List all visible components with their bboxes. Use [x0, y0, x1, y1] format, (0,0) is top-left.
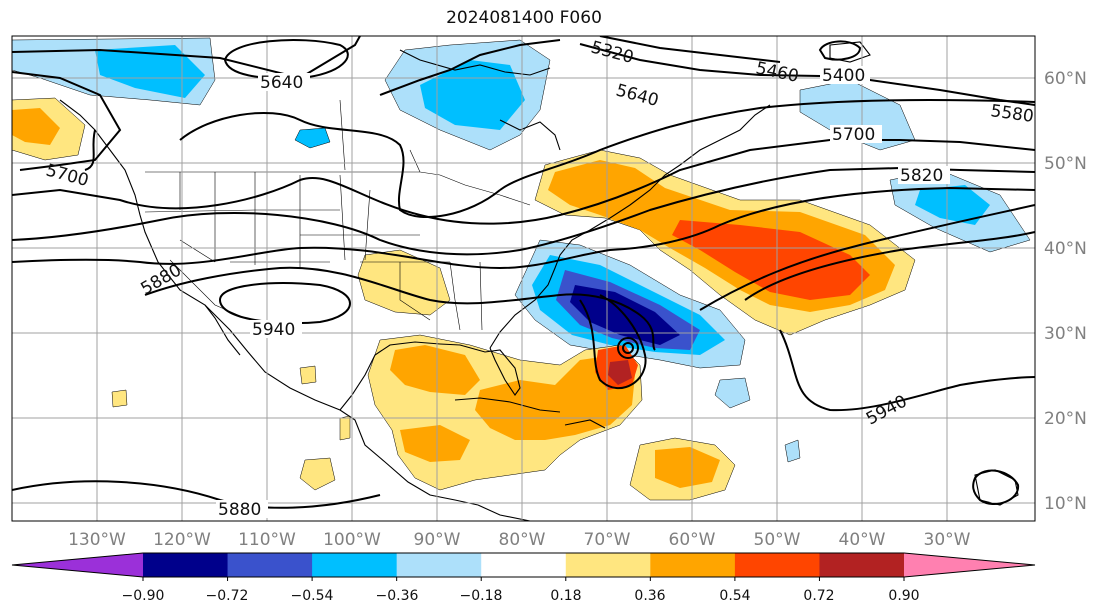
colorbar-extend-max — [904, 553, 1035, 577]
colorbar-ticks: −0.90 −0.72 −0.54 −0.36 −0.18 0.18 0.36 … — [122, 588, 920, 604]
height-contours — [12, 36, 1035, 509]
colorbar-tick-label: 0.90 — [888, 588, 919, 604]
colorbar-segment — [481, 553, 567, 577]
lat-label: 10°N — [1044, 494, 1087, 514]
coastlines — [59, 41, 1019, 521]
colorbar-tick-label: −0.90 — [122, 588, 165, 604]
colorbar-segment — [734, 553, 820, 577]
colorbar-segment — [650, 553, 736, 577]
lat-label: 30°N — [1044, 324, 1087, 344]
lon-label: 60°W — [669, 530, 716, 550]
colorbar-tick-label: −0.72 — [206, 588, 249, 604]
lon-label: 50°W — [754, 530, 801, 550]
colorbar-segment — [312, 553, 398, 577]
lat-label: 40°N — [1044, 239, 1087, 259]
colorbar-tick-label: −0.18 — [460, 588, 503, 604]
lon-label: 130°W — [68, 530, 126, 550]
contour-label: 5940 — [252, 320, 295, 340]
graticule — [12, 36, 1035, 521]
lat-label: 20°N — [1044, 409, 1087, 429]
contour-label: 5820 — [900, 166, 943, 186]
latitude-labels: 60°N 50°N 40°N 30°N 20°N 10°N — [1044, 69, 1087, 514]
lon-label: 110°W — [238, 530, 296, 550]
colorbar-extend-min — [12, 553, 143, 577]
colorbar-tick-label: 0.18 — [550, 588, 581, 604]
map-frame — [11, 35, 1036, 522]
contour-label: 5400 — [822, 66, 865, 86]
contour-label: 5700 — [832, 125, 875, 145]
colorbar-tick-label: 0.36 — [634, 588, 665, 604]
longitude-labels: 130°W 120°W 110°W 100°W 90°W 80°W 70°W 6… — [68, 530, 971, 550]
lon-label: 30°W — [924, 530, 971, 550]
colorbar-segment — [396, 553, 482, 577]
map-panel: 5640 5640 5700 5700 5460 5400 5580 5820 … — [12, 36, 1035, 521]
contour-label: 5880 — [218, 500, 261, 520]
lon-label: 70°W — [584, 530, 631, 550]
colorbar-segment — [227, 553, 313, 577]
lon-label: 40°W — [839, 530, 886, 550]
colorbar-tick-label: −0.54 — [291, 588, 334, 604]
lat-label: 50°N — [1044, 154, 1087, 174]
anomaly-shading — [12, 37, 1031, 501]
contour-label: 5640 — [260, 73, 303, 93]
colorbar-segment — [819, 553, 905, 577]
colorbar-tick-label: 0.54 — [719, 588, 750, 604]
map-title: 2024081400 F060 — [446, 8, 602, 28]
lat-label: 60°N — [1044, 69, 1087, 89]
lon-label: 80°W — [499, 530, 546, 550]
colorbar — [11, 552, 1036, 581]
colorbar-tick-label: −0.36 — [376, 588, 419, 604]
lon-label: 100°W — [323, 530, 381, 550]
lon-label: 90°W — [414, 530, 461, 550]
lon-label: 120°W — [153, 530, 211, 550]
colorbar-segment — [565, 553, 651, 577]
colorbar-segment — [143, 553, 229, 577]
colorbar-tick-label: 0.72 — [803, 588, 834, 604]
